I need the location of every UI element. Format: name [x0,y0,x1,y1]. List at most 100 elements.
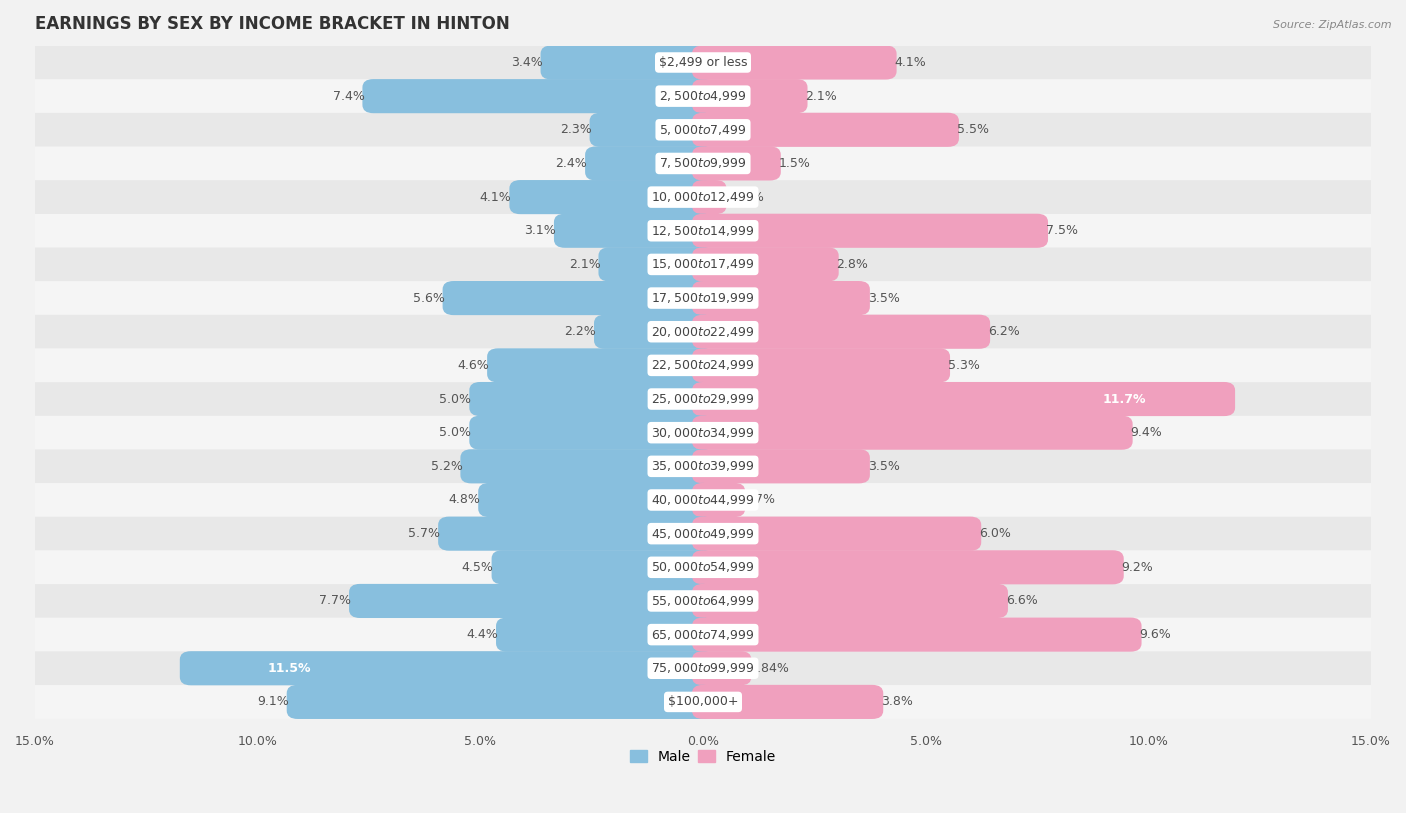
FancyBboxPatch shape [692,382,1234,416]
FancyBboxPatch shape [35,651,1371,685]
Text: $100,000+: $100,000+ [668,695,738,708]
FancyBboxPatch shape [692,315,990,349]
FancyBboxPatch shape [35,618,1371,651]
FancyBboxPatch shape [554,214,714,248]
FancyBboxPatch shape [180,651,714,685]
Text: 5.3%: 5.3% [948,359,980,372]
Text: $55,000 to $64,999: $55,000 to $64,999 [651,594,755,608]
FancyBboxPatch shape [35,349,1371,382]
Text: 5.5%: 5.5% [957,124,988,137]
FancyBboxPatch shape [599,247,714,281]
FancyBboxPatch shape [692,146,780,180]
Text: 3.5%: 3.5% [868,460,900,473]
FancyBboxPatch shape [35,483,1371,517]
FancyBboxPatch shape [589,113,714,147]
Text: 4.4%: 4.4% [467,628,498,641]
Text: 0.7%: 0.7% [744,493,775,506]
Text: $22,500 to $24,999: $22,500 to $24,999 [651,359,755,372]
Text: 3.8%: 3.8% [882,695,912,708]
Text: 2.4%: 2.4% [555,157,588,170]
Text: $5,000 to $7,499: $5,000 to $7,499 [659,123,747,137]
FancyBboxPatch shape [349,584,714,618]
FancyBboxPatch shape [692,550,1123,585]
FancyBboxPatch shape [287,685,714,719]
FancyBboxPatch shape [460,450,714,484]
Text: 2.2%: 2.2% [564,325,596,338]
Text: 11.5%: 11.5% [267,662,311,675]
Text: 2.1%: 2.1% [569,258,600,271]
Text: 4.1%: 4.1% [479,190,512,203]
Text: $20,000 to $22,499: $20,000 to $22,499 [651,324,755,339]
Text: EARNINGS BY SEX BY INCOME BRACKET IN HINTON: EARNINGS BY SEX BY INCOME BRACKET IN HIN… [35,15,510,33]
FancyBboxPatch shape [35,382,1371,416]
FancyBboxPatch shape [35,517,1371,550]
Text: $10,000 to $12,499: $10,000 to $12,499 [651,190,755,204]
FancyBboxPatch shape [585,146,714,180]
Text: $75,000 to $99,999: $75,000 to $99,999 [651,661,755,676]
FancyBboxPatch shape [692,247,839,281]
FancyBboxPatch shape [363,79,714,113]
Text: 2.8%: 2.8% [837,258,869,271]
Text: 0.84%: 0.84% [749,662,789,675]
Text: 1.5%: 1.5% [779,157,811,170]
FancyBboxPatch shape [692,450,870,484]
Text: 3.4%: 3.4% [510,56,543,69]
Text: 5.0%: 5.0% [440,426,471,439]
FancyBboxPatch shape [692,46,897,80]
FancyBboxPatch shape [692,618,1142,652]
FancyBboxPatch shape [496,618,714,652]
Text: $30,000 to $34,999: $30,000 to $34,999 [651,426,755,440]
Text: 9.6%: 9.6% [1139,628,1171,641]
FancyBboxPatch shape [35,550,1371,584]
Text: $65,000 to $74,999: $65,000 to $74,999 [651,628,755,641]
Text: 4.5%: 4.5% [461,561,494,574]
FancyBboxPatch shape [593,315,714,349]
Text: 4.8%: 4.8% [449,493,481,506]
Text: 4.1%: 4.1% [894,56,927,69]
Text: Source: ZipAtlas.com: Source: ZipAtlas.com [1274,20,1392,30]
Text: 5.2%: 5.2% [430,460,463,473]
FancyBboxPatch shape [692,415,1133,450]
Text: 7.5%: 7.5% [1046,224,1078,237]
Text: $15,000 to $17,499: $15,000 to $17,499 [651,258,755,272]
FancyBboxPatch shape [35,248,1371,281]
FancyBboxPatch shape [692,214,1047,248]
Text: 4.6%: 4.6% [457,359,489,372]
Text: $35,000 to $39,999: $35,000 to $39,999 [651,459,755,473]
FancyBboxPatch shape [509,180,714,214]
Text: $2,499 or less: $2,499 or less [659,56,747,69]
FancyBboxPatch shape [35,146,1371,180]
FancyBboxPatch shape [692,516,981,550]
Text: 9.2%: 9.2% [1122,561,1153,574]
FancyBboxPatch shape [443,281,714,315]
Text: 2.3%: 2.3% [560,124,592,137]
FancyBboxPatch shape [692,651,751,685]
Text: 6.6%: 6.6% [1005,594,1038,607]
FancyBboxPatch shape [35,685,1371,719]
FancyBboxPatch shape [439,516,714,550]
FancyBboxPatch shape [478,483,714,517]
Text: $45,000 to $49,999: $45,000 to $49,999 [651,527,755,541]
FancyBboxPatch shape [692,584,1008,618]
FancyBboxPatch shape [470,382,714,416]
FancyBboxPatch shape [35,416,1371,450]
FancyBboxPatch shape [470,415,714,450]
FancyBboxPatch shape [486,348,714,382]
Text: $17,500 to $19,999: $17,500 to $19,999 [651,291,755,305]
Text: 3.1%: 3.1% [524,224,555,237]
Text: 9.4%: 9.4% [1130,426,1163,439]
Text: $50,000 to $54,999: $50,000 to $54,999 [651,560,755,574]
FancyBboxPatch shape [35,46,1371,80]
Text: 0.28%: 0.28% [724,190,765,203]
FancyBboxPatch shape [692,483,745,517]
Text: 3.5%: 3.5% [868,292,900,305]
FancyBboxPatch shape [692,685,883,719]
Text: 9.1%: 9.1% [257,695,288,708]
FancyBboxPatch shape [692,180,727,214]
Text: 5.6%: 5.6% [413,292,444,305]
FancyBboxPatch shape [35,80,1371,113]
Text: 5.7%: 5.7% [408,527,440,540]
Text: $12,500 to $14,999: $12,500 to $14,999 [651,224,755,237]
Text: 7.4%: 7.4% [333,89,364,102]
FancyBboxPatch shape [35,113,1371,146]
